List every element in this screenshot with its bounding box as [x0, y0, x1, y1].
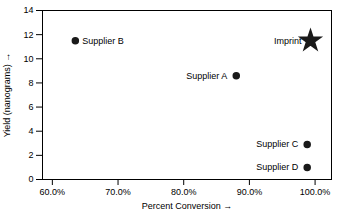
svg-text:100.0%: 100.0%	[300, 187, 331, 197]
svg-text:2: 2	[28, 150, 33, 160]
svg-text:Supplier B: Supplier B	[82, 36, 124, 46]
svg-text:90.0%: 90.0%	[237, 187, 263, 197]
svg-text:4: 4	[28, 126, 33, 136]
svg-text:Percent Conversion →: Percent Conversion →	[142, 201, 233, 211]
svg-text:Supplier C: Supplier C	[256, 139, 299, 149]
svg-text:14: 14	[23, 5, 33, 15]
svg-text:80.0%: 80.0%	[171, 187, 197, 197]
svg-text:12: 12	[23, 30, 33, 40]
svg-text:0: 0	[28, 174, 33, 184]
svg-text:60.0%: 60.0%	[40, 187, 66, 197]
svg-text:8: 8	[28, 78, 33, 88]
svg-text:Imprint: Imprint	[274, 36, 302, 46]
svg-text:Yield (nanograms) →: Yield (nanograms) →	[2, 53, 12, 138]
svg-text:Supplier A: Supplier A	[186, 71, 227, 81]
svg-text:70.0%: 70.0%	[105, 187, 131, 197]
svg-text:Supplier D: Supplier D	[256, 162, 299, 172]
svg-text:6: 6	[28, 102, 33, 112]
svg-text:10: 10	[23, 54, 33, 64]
